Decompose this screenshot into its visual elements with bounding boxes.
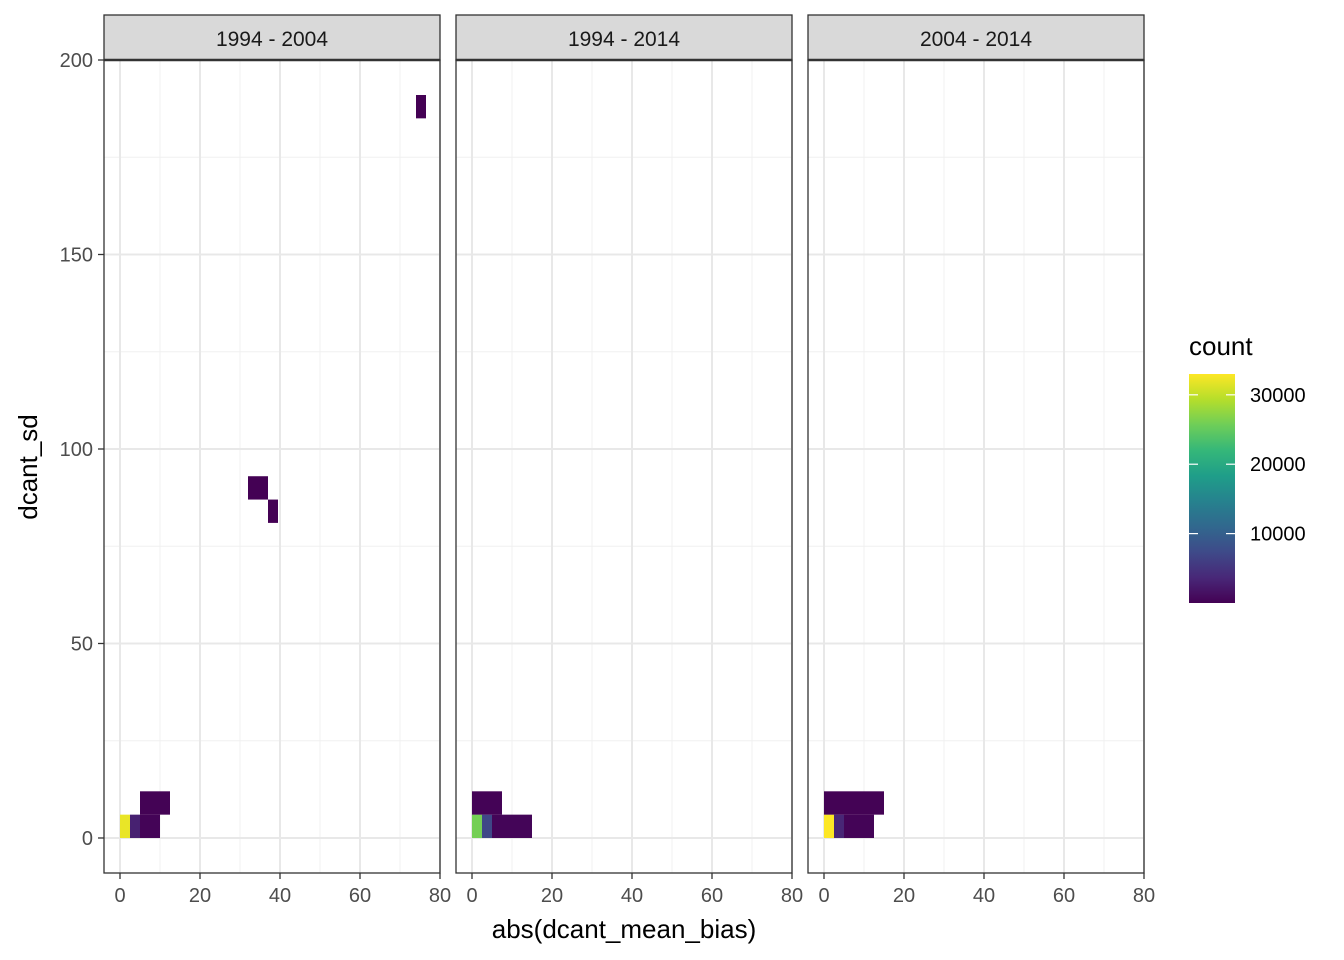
x-tick-label: 40: [621, 885, 643, 907]
heatmap-cell: [472, 814, 482, 838]
x-tick-label: 20: [541, 885, 563, 907]
x-tick-label: 80: [429, 885, 451, 907]
y-tick-label: 100: [60, 439, 93, 461]
facet-panel: 2004 - 2014 0 20 40 60 80: [807, 14, 1155, 907]
facet-strip-label: 1994 - 2014: [568, 28, 680, 51]
x-tick-label: 40: [973, 885, 995, 907]
y-tick-label: 150: [60, 244, 93, 266]
x-tick-label: 60: [1053, 885, 1075, 907]
heatmap-cell: [482, 814, 492, 838]
legend-tick-label: 10000: [1250, 524, 1306, 546]
panel-background: [808, 60, 1144, 873]
legend-title: count: [1189, 331, 1253, 361]
y-tick-label: 200: [60, 50, 93, 72]
x-tick-label: 20: [189, 885, 211, 907]
facet-strip: [455, 14, 793, 61]
y-tick-label: 0: [82, 828, 93, 850]
x-tick-label: 0: [466, 885, 477, 907]
x-tick-label: 80: [1133, 885, 1155, 907]
panel-background: [456, 60, 792, 873]
heatmap-cell: [844, 814, 874, 838]
x-tick-label: 0: [818, 885, 829, 907]
heatmap-cell: [416, 95, 426, 119]
heatmap-cell: [824, 814, 834, 838]
x-tick-label: 0: [114, 885, 125, 907]
heatmap-cell: [140, 814, 160, 838]
facet-strip: [807, 14, 1145, 61]
x-tick-label: 60: [349, 885, 371, 907]
panel-background: [104, 60, 440, 873]
heatmap-cell: [472, 791, 502, 815]
x-tick-label: 20: [893, 885, 915, 907]
facet-strip-label: 1994 - 2004: [216, 28, 328, 51]
x-tick-label: 80: [781, 885, 803, 907]
y-axis: 0 50 100 150 200: [60, 50, 104, 850]
heatmap-cell: [834, 814, 844, 838]
heatmap-cell: [130, 814, 140, 838]
heatmap-cell: [120, 814, 130, 838]
x-tick-label: 60: [701, 885, 723, 907]
color-legend: count 10000 20000 30000: [1189, 331, 1306, 603]
facet-panels: 1994 - 2004 0 20 40 60 80 1994 - 2014 0 20 40 60 80…: [103, 14, 1155, 907]
x-axis-title: abs(dcant_mean_bias): [492, 914, 757, 944]
y-tick-label: 50: [71, 633, 93, 655]
heatmap-cell: [140, 791, 170, 815]
facet-strip-label: 2004 - 2014: [920, 28, 1032, 51]
heatmap-cell: [492, 814, 532, 838]
heatmap-cell: [824, 791, 884, 815]
facet-panel: 1994 - 2004 0 20 40 60 80: [103, 14, 451, 907]
heatmap-cell: [268, 499, 278, 523]
legend-tick-label: 20000: [1250, 454, 1306, 476]
y-axis-title: dcant_sd: [13, 414, 43, 520]
facet-strip: [103, 14, 441, 61]
x-tick-label: 40: [269, 885, 291, 907]
legend-tick-label: 30000: [1250, 385, 1306, 407]
heatmap-cell: [248, 476, 268, 500]
facet-panel: 1994 - 2014 0 20 40 60 80: [455, 14, 803, 907]
legend-colorbar: [1189, 374, 1235, 603]
